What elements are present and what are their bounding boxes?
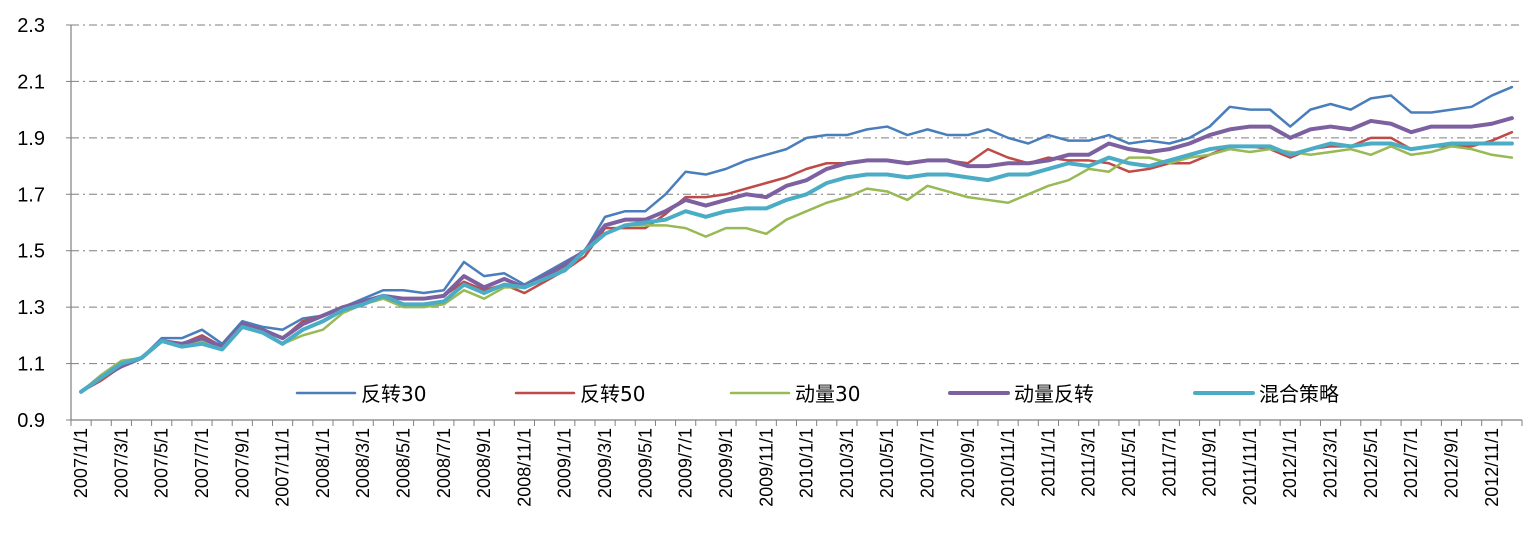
x-tick-label-2010/1/1: 2010/1/1: [797, 428, 817, 498]
x-tick-label-2009/7/1: 2009/7/1: [676, 428, 696, 498]
x-tick-label-2009/1/1: 2009/1/1: [555, 428, 575, 498]
legend-label-2: 反转50: [580, 382, 645, 406]
y-axis-tick-labels: 0.9 1.1 1.3 1.5 1.7 1.9 2.1 2.3: [17, 15, 45, 432]
x-tick-label-2007/11/1: 2007/11/1: [273, 428, 293, 507]
x-tick-label-2011/7/1: 2011/7/1: [1159, 428, 1179, 497]
x-tick-label-2012/1/1: 2012/1/1: [1280, 428, 1300, 498]
legend-label-3: 动量30: [795, 382, 860, 406]
y-tick-label-1.7: 1.7: [17, 184, 45, 206]
legend-label-1: 反转30: [361, 382, 426, 406]
legend: 反转30 反转50 动量30 动量反转 混合策略: [295, 382, 1339, 406]
x-tick-label-2007/5/1: 2007/5/1: [152, 428, 172, 498]
x-tick-label-2009/3/1: 2009/3/1: [595, 428, 615, 498]
x-tick-label-2011/3/1: 2011/3/1: [1079, 428, 1099, 497]
x-tick-label-2009/5/1: 2009/5/1: [635, 428, 655, 498]
x-tick-label-2008/1/1: 2008/1/1: [313, 428, 333, 498]
x-tick-label-2009/9/1: 2009/9/1: [716, 428, 736, 498]
x-tick-label-2007/3/1: 2007/3/1: [111, 428, 131, 498]
y-tick-label-2.1: 2.1: [17, 71, 45, 93]
series-line-5: [79, 141, 1514, 394]
series-line-4: [79, 116, 1514, 394]
y-tick-label-1.1: 1.1: [17, 354, 45, 376]
x-tick-label-2010/5/1: 2010/5/1: [877, 428, 897, 498]
x-tick-label-2011/1/1: 2011/1/1: [1038, 428, 1058, 497]
x-tick-label-2008/5/1: 2008/5/1: [394, 428, 414, 498]
x-tick-label-2007/1/1: 2007/1/1: [71, 428, 91, 498]
x-tick-label-2012/11/1: 2012/11/1: [1482, 428, 1502, 507]
x-tick-label-2011/5/1: 2011/5/1: [1119, 428, 1139, 497]
x-tick-label-2008/3/1: 2008/3/1: [353, 428, 373, 498]
x-tick-label-2012/3/1: 2012/3/1: [1321, 428, 1341, 498]
x-tick-label-2012/9/1: 2012/9/1: [1441, 428, 1461, 498]
y-tick-label-2.3: 2.3: [17, 15, 45, 37]
y-tick-label-1.3: 1.3: [17, 297, 45, 319]
legend-label-4: 动量反转: [1014, 382, 1094, 406]
x-tick-label-2010/7/1: 2010/7/1: [917, 428, 937, 498]
x-tick-label-2007/9/1: 2007/9/1: [232, 428, 252, 498]
x-tick-label-2010/9/1: 2010/9/1: [958, 428, 978, 498]
series-lines: [79, 85, 1514, 394]
x-tick-label-2012/5/1: 2012/5/1: [1361, 428, 1381, 498]
x-tick-label-2008/11/1: 2008/11/1: [514, 428, 534, 507]
x-tick-label-2008/9/1: 2008/9/1: [474, 428, 494, 498]
y-tick-label-1.9: 1.9: [17, 128, 45, 150]
x-tick-label-2012/7/1: 2012/7/1: [1401, 428, 1421, 498]
x-tick-label-2009/11/1: 2009/11/1: [756, 428, 776, 507]
x-axis-tick-labels: 2007/1/1 2007/3/1 2007/5/1 2007/7/1 2007/9/1…: [71, 428, 1502, 507]
axes: [66, 24, 1523, 426]
x-tick-label-2008/7/1: 2008/7/1: [434, 428, 454, 498]
x-tick-label-2010/3/1: 2010/3/1: [837, 428, 857, 498]
y-tick-label-1.5: 1.5: [17, 241, 45, 263]
gridlines: [71, 24, 1522, 365]
y-tick-label-0.9: 0.9: [17, 410, 45, 432]
x-tick-label-2011/9/1: 2011/9/1: [1200, 428, 1220, 497]
legend-label-5: 混合策略: [1259, 382, 1339, 406]
x-tick-label-2011/11/1: 2011/11/1: [1240, 428, 1260, 505]
x-tick-label-2007/7/1: 2007/7/1: [192, 428, 212, 498]
x-tick-label-2010/11/1: 2010/11/1: [998, 428, 1018, 507]
